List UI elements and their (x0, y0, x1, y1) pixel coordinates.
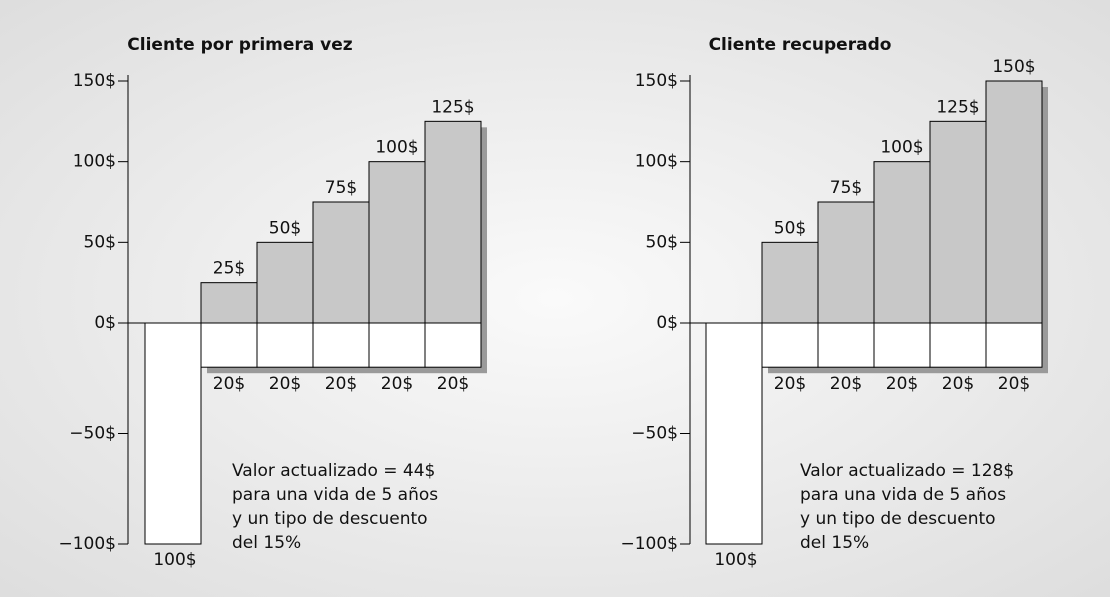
cost-label: 20$ (998, 374, 1030, 394)
profit-bar (424, 120, 482, 324)
annotation: Valor actualizado = 44$ (232, 461, 435, 481)
cost-label: 20$ (886, 374, 918, 394)
profit-label: 150$ (992, 57, 1035, 77)
profit-bar (985, 80, 1043, 324)
cost-bar (873, 322, 931, 368)
profit-label: 100$ (880, 138, 923, 158)
cost-bar (368, 322, 426, 368)
cost-bar (312, 322, 370, 368)
cost-label: 20$ (774, 374, 806, 394)
profit-bar (256, 241, 314, 324)
cost-label: 20$ (830, 374, 862, 394)
acquisition-label: 100$ (153, 550, 196, 570)
annotation: del 15% (800, 533, 869, 553)
profit-label: 50$ (269, 218, 301, 238)
y-tick-label: 150$ (635, 71, 678, 91)
cost-label: 20$ (437, 374, 469, 394)
profit-bar (761, 241, 819, 324)
profit-label: 125$ (431, 97, 474, 117)
profit-label: 100$ (375, 138, 418, 158)
annotation: y un tipo de descuento (800, 509, 996, 529)
y-tick-label: 50$ (646, 232, 678, 252)
cost-label: 20$ (213, 374, 245, 394)
acquisition-label: 100$ (714, 550, 757, 570)
profit-label: 75$ (830, 178, 862, 198)
profit-label: 125$ (936, 97, 979, 117)
acquisition-bar (705, 322, 763, 545)
y-tick-label: −100$ (620, 534, 678, 554)
y-tick-label: 100$ (635, 152, 678, 172)
profit-label: 75$ (325, 178, 357, 198)
cost-bar (256, 322, 314, 368)
cost-label: 20$ (381, 374, 413, 394)
profit-label: 50$ (774, 218, 806, 238)
annotation: para una vida de 5 años (232, 485, 438, 505)
profit-bar (873, 161, 931, 324)
profit-bar (368, 161, 426, 324)
y-tick-label: −100$ (58, 534, 116, 554)
y-tick-label: 100$ (73, 152, 116, 172)
annotation: para una vida de 5 años (800, 485, 1006, 505)
cost-label: 20$ (325, 374, 357, 394)
y-tick-label: 150$ (73, 71, 116, 91)
y-tick-label: 0$ (94, 313, 116, 333)
cost-label: 20$ (942, 374, 974, 394)
annotation: del 15% (232, 533, 301, 553)
y-tick-label: 50$ (84, 232, 116, 252)
profit-bar (929, 120, 987, 324)
y-tick-label: −50$ (631, 424, 678, 444)
y-tick-label: −50$ (69, 424, 116, 444)
y-tick-label: 0$ (656, 313, 678, 333)
acquisition-bar (144, 322, 202, 545)
annotation: y un tipo de descuento (232, 509, 428, 529)
cost-bar (817, 322, 875, 368)
profit-bar (200, 282, 258, 324)
profit-bar (817, 201, 875, 324)
cost-bar (761, 322, 819, 368)
chart-title: Cliente recuperado (709, 35, 892, 55)
cost-bar (200, 322, 258, 368)
chart-title: Cliente por primera vez (127, 35, 352, 55)
cost-label: 20$ (269, 374, 301, 394)
profit-bar (312, 201, 370, 324)
annotation: Valor actualizado = 128$ (800, 461, 1014, 481)
profit-label: 25$ (213, 259, 245, 279)
cost-bar (929, 322, 987, 368)
cost-bar (424, 322, 482, 368)
cost-bar (985, 322, 1043, 368)
